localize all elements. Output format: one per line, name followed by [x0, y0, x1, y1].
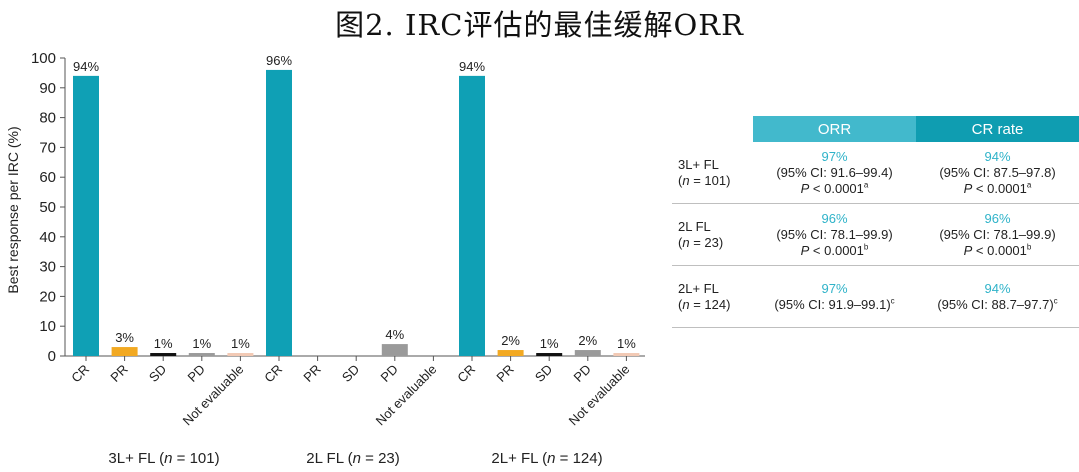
y-axis-label: Best response per IRC (%) [5, 126, 21, 294]
cohort-cell: 2L FL (n = 23) [672, 203, 753, 266]
data-label: 1% [231, 336, 250, 351]
bar-not-evaluable [613, 353, 640, 356]
x-tick-label: PD [571, 362, 594, 385]
x-tick-label: SD [532, 362, 555, 385]
cr-cell: 96% (95% CI: 78.1–99.9) P < 0.0001b [916, 203, 1079, 266]
x-tick-label: PR [300, 362, 323, 385]
data-label: 1% [617, 336, 636, 351]
table-header-cr-rate: CR rate [916, 116, 1079, 142]
data-label: 94% [459, 59, 485, 74]
group-label-2l-fl: 2L FL (n = 23) [306, 450, 400, 467]
table-header-row: ORR CR rate [672, 116, 1079, 142]
y-tick-label: 60 [39, 169, 56, 186]
y-axis-label-wrap: Best response per IRC (%) [2, 70, 24, 350]
x-tick-label: PR [493, 362, 516, 385]
table-row: 3L+ FL (n = 101) 97% (95% CI: 91.6–99.4) … [672, 142, 1079, 204]
data-label: 2% [501, 333, 520, 348]
y-tick-label: 20 [39, 288, 56, 305]
table-row: 2L+ FL (n = 124) 97% (95% CI: 91.9–99.1)c… [672, 265, 1079, 328]
y-tick-label: 70 [39, 139, 56, 156]
data-label: 94% [73, 59, 99, 74]
orr-cell: 97% (95% CI: 91.6–99.4) P < 0.0001a [753, 142, 916, 204]
bar-cr [73, 75, 99, 356]
data-label: 1% [154, 336, 173, 351]
cohort-cell: 3L+ FL (n = 101) [672, 142, 753, 204]
y-tick-label: 30 [39, 259, 56, 276]
table-row: 2L FL (n = 23) 96% (95% CI: 78.1–99.9) P … [672, 203, 1079, 266]
data-label: 96% [266, 53, 292, 68]
y-tick-label: 40 [39, 229, 56, 246]
data-label: 2% [578, 333, 597, 348]
bar-pr [111, 347, 138, 356]
x-tick-label: PR [107, 362, 130, 385]
cr-cell: 94% (95% CI: 87.5–97.8) P < 0.0001a [916, 142, 1079, 204]
bar-cr [266, 69, 292, 357]
y-tick-label: 100 [31, 50, 56, 67]
bar-pd [574, 350, 601, 356]
x-tick-label: SD [146, 362, 169, 385]
bar-sd [150, 353, 177, 356]
results-table: ORR CR rate 3L+ FL (n = 101) 97% (95% CI:… [672, 116, 1079, 328]
table-header-orr: ORR [753, 116, 916, 142]
orr-cell: 96% (95% CI: 78.1–99.9) P < 0.0001b [753, 203, 916, 266]
x-tick-label: CR [454, 362, 478, 386]
x-tick-label: PD [185, 362, 208, 385]
cohort-cell: 2L+ FL (n = 124) [672, 265, 753, 328]
bar-pd [188, 353, 215, 356]
data-label: 1% [192, 336, 211, 351]
x-tick-label: SD [339, 362, 362, 385]
y-tick-label: 80 [39, 110, 56, 127]
group-label-3l-fl: 3L+ FL (n = 101) [108, 450, 220, 467]
bar-sd [536, 353, 563, 356]
x-tick-label: CR [261, 362, 285, 386]
group-label-2lplus-fl: 2L+ FL (n = 124) [491, 450, 603, 467]
y-tick-label: 90 [39, 80, 56, 97]
x-tick-label: PD [378, 362, 401, 385]
y-tick-label: 10 [39, 318, 56, 335]
data-label: 1% [540, 336, 559, 351]
y-tick-label: 0 [48, 348, 56, 365]
y-tick-label: 50 [39, 199, 56, 216]
page-title: 图2. IRC评估的最佳缓解ORR [335, 8, 744, 42]
data-label: 3% [115, 330, 134, 345]
cr-cell: 94% (95% CI: 88.7–97.7)c [916, 265, 1079, 328]
bar-pd [381, 344, 408, 356]
table-header-blank [672, 116, 753, 142]
data-label: 4% [385, 327, 404, 342]
x-tick-label: CR [68, 362, 92, 386]
bar-not-evaluable [227, 353, 254, 356]
bar-cr [459, 75, 485, 356]
orr-cell: 97% (95% CI: 91.9–99.1)c [753, 265, 916, 328]
bar-pr [497, 350, 524, 356]
